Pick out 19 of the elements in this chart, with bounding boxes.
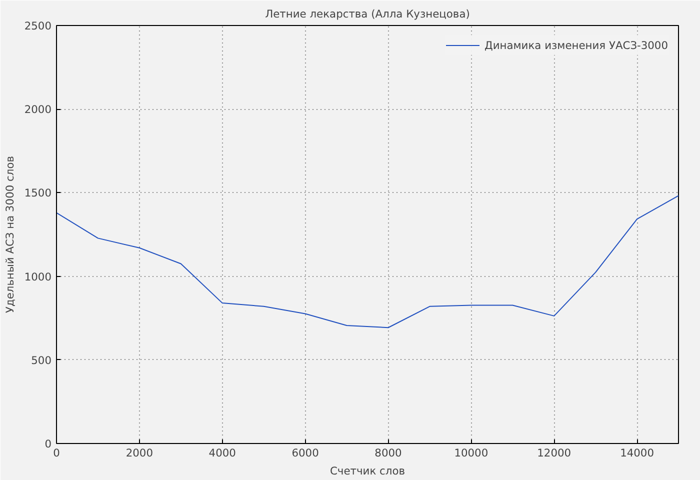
legend-label: Динамика изменения УАСЗ-3000 — [484, 38, 668, 52]
x-tick-label: 14000 — [620, 446, 654, 460]
y-axis-title: Удельный АСЗ на 3000 слов — [3, 156, 16, 314]
y-tick-label: 1500 — [24, 186, 52, 200]
y-tick-label: 2000 — [24, 103, 52, 116]
x-tick-label: 8000 — [374, 446, 402, 460]
y-tick-label: 500 — [31, 354, 52, 367]
x-tick-label: 6000 — [292, 446, 320, 460]
y-tick-label: 1000 — [24, 270, 52, 284]
x-tick-label: 10000 — [454, 446, 488, 460]
y-tick-label: 0 — [44, 438, 52, 450]
y-tick-label: 2500 — [24, 20, 52, 32]
x-tick-label: 12000 — [537, 446, 572, 460]
x-tick-label: 4000 — [208, 446, 236, 460]
chart-title: Летние лекарства (Алла Кузнецова) — [265, 8, 470, 20]
x-axis-title: Счетчик слов — [330, 464, 406, 478]
x-tick-label: 2000 — [126, 446, 154, 460]
line-series — [56, 195, 678, 328]
x-tick-label: 0 — [53, 446, 60, 460]
